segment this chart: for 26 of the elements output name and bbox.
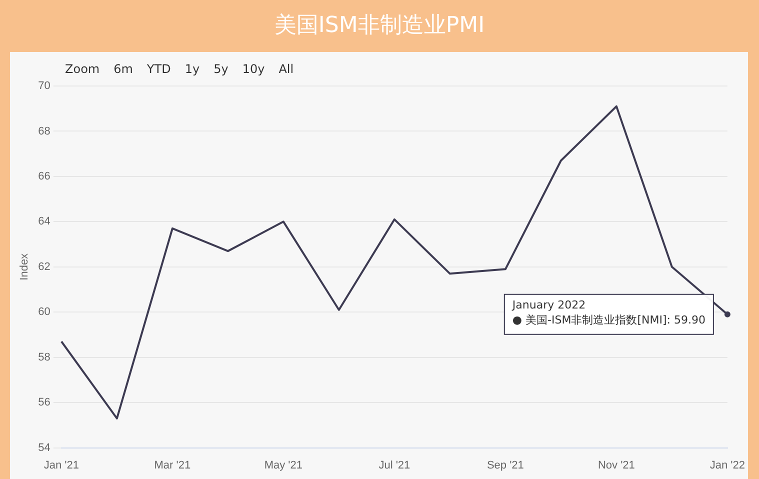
x-tick-label: Nov '21 [598, 459, 635, 472]
text: 6m [112, 61, 134, 78]
x-tick-label: Jul '21 [378, 459, 410, 472]
x-tick-label: Mar '21 [154, 459, 191, 472]
text: Zoom [64, 61, 101, 78]
y-tick-label: 58 [38, 351, 50, 364]
x-tick-label: Jan '21 [44, 459, 80, 472]
y-tick-label: 66 [38, 170, 50, 182]
x-tick-label: Jan '22 [710, 459, 746, 472]
annotation: January 2022 ● 美国-ISM非制造业指数[NMI]: 59.90 [511, 298, 706, 327]
text: All [278, 61, 295, 78]
text: 5y [212, 61, 230, 78]
chart-title: 美国ISM非制造业PMI [273, 12, 486, 40]
y-tick-label: 64 [38, 216, 50, 228]
y-axis-title: Index [18, 252, 31, 280]
y-tick-label: 68 [38, 125, 50, 138]
y-tick-label: 70 [38, 80, 50, 92]
y-tick-label: 62 [38, 260, 50, 273]
text: 10y [241, 61, 266, 78]
x-tick-label: May '21 [264, 459, 303, 472]
y-tick-label: 54 [38, 442, 50, 454]
text: 1y [184, 61, 201, 78]
x-tick-label: Sep '21 [486, 459, 524, 472]
y-tick-label: 56 [38, 396, 50, 409]
text: YTD [146, 61, 172, 78]
y-tick-label: 60 [38, 306, 50, 318]
